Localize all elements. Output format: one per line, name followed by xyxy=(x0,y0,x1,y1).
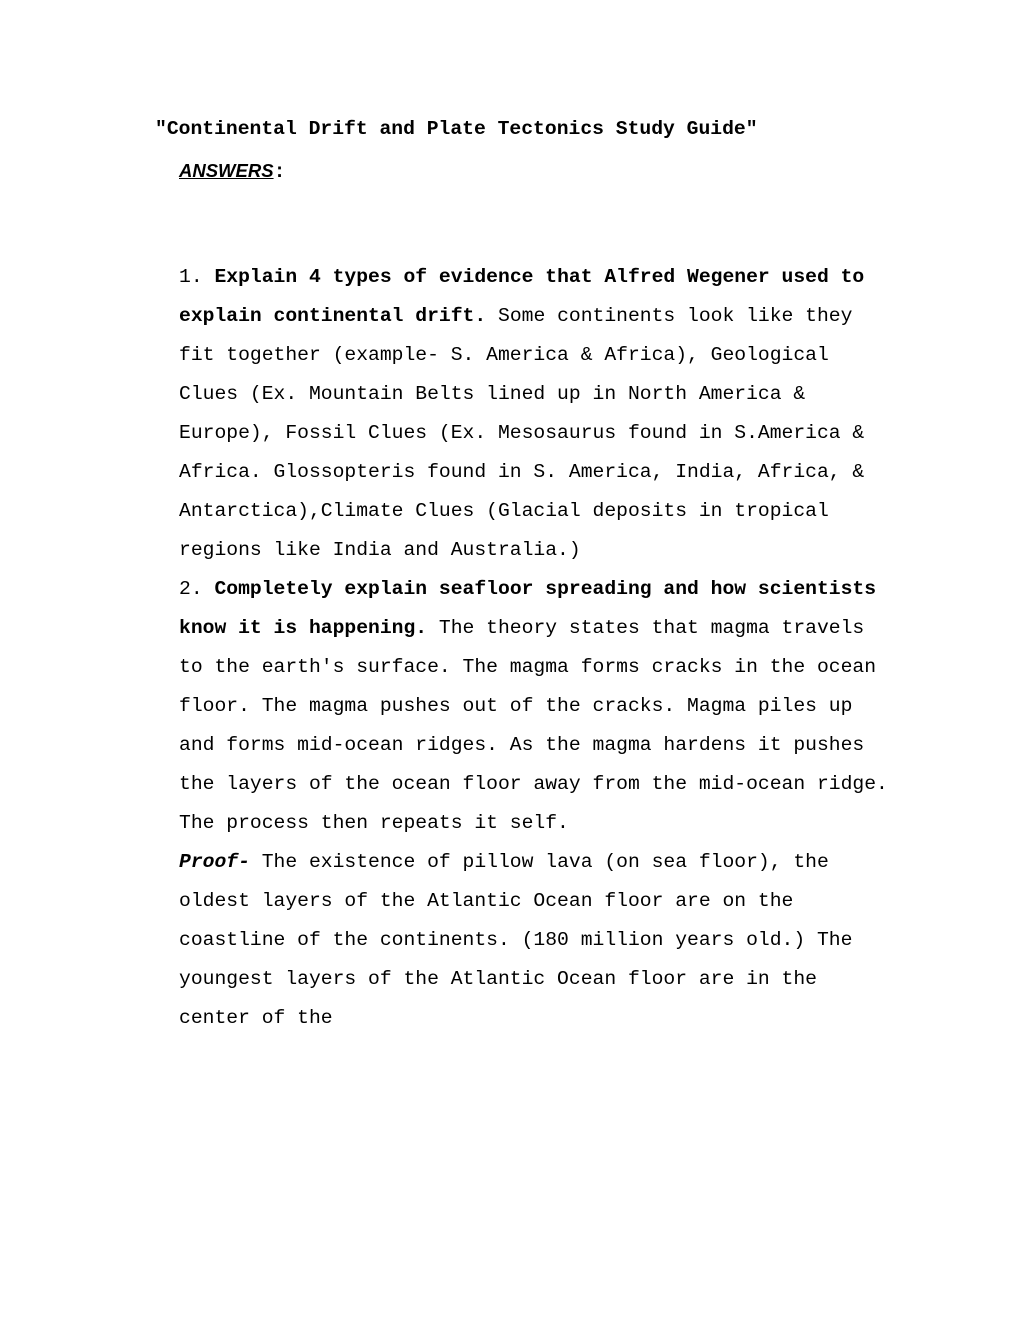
document-title: "Continental Drift and Plate Tectonics S… xyxy=(155,118,890,140)
proof-label: Proof- xyxy=(179,851,250,873)
question-2: 2. Completely explain seafloor spreading… xyxy=(179,570,890,843)
proof-text: The existence of pillow lava (on sea flo… xyxy=(179,851,852,1029)
answers-heading: ANSWERS: xyxy=(155,140,890,183)
q2-answer-text: The theory states that magma travels to … xyxy=(179,617,888,834)
proof-section: Proof- The existence of pillow lava (on … xyxy=(179,843,890,1038)
q2-number: 2. xyxy=(179,578,214,600)
colon: : xyxy=(274,161,286,183)
q1-answer-text: Some continents look like they fit toget… xyxy=(179,305,864,561)
title-text: "Continental Drift and Plate Tectonics S… xyxy=(155,118,758,140)
answers-label: ANSWERS xyxy=(179,160,274,182)
document-page: "Continental Drift and Plate Tectonics S… xyxy=(0,0,1020,1038)
question-1: 1. Explain 4 types of evidence that Alfr… xyxy=(179,258,890,570)
content-body: 1. Explain 4 types of evidence that Alfr… xyxy=(179,258,890,1038)
q1-number: 1. xyxy=(179,266,214,288)
